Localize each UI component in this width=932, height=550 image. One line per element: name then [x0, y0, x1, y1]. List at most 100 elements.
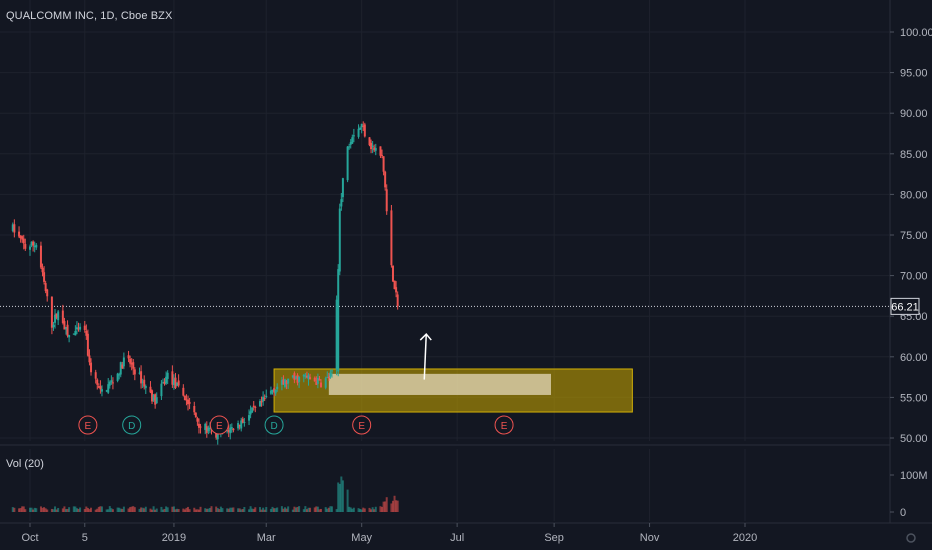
volume-bar: [19, 508, 22, 512]
marker-label: D: [270, 421, 277, 432]
arrow-shaft: [423, 334, 428, 380]
volume-bar: [338, 483, 341, 512]
volume-bar: [46, 509, 49, 512]
arrow-drawing[interactable]: [419, 332, 432, 380]
volume-bar: [177, 509, 180, 512]
candle-body: [30, 241, 33, 246]
inner-zone: [328, 373, 551, 395]
earnings-marker[interactable]: E: [352, 415, 372, 435]
dividend-marker[interactable]: D: [264, 415, 284, 435]
candle-body: [320, 382, 323, 388]
candle-body: [241, 418, 244, 423]
volume-bar: [357, 508, 360, 512]
candle-body: [396, 294, 399, 307]
marker-circle: [264, 415, 284, 435]
dividend-marker[interactable]: D: [122, 415, 142, 435]
candle-body: [172, 379, 175, 386]
candle-body: [229, 427, 232, 434]
earnings-marker[interactable]: E: [78, 415, 98, 435]
volume-bar: [196, 509, 199, 512]
volume-bar: [274, 508, 277, 512]
time-axis[interactable]: Oct 5 2019 Mar May Jul Sep Nov 2020: [0, 522, 932, 544]
candle-body: [282, 379, 285, 385]
candle-body: [171, 371, 174, 385]
candle-body: [287, 378, 290, 384]
candle-body: [108, 381, 111, 386]
volume-bar: [269, 508, 272, 512]
candle-body: [63, 321, 66, 330]
last-price-box: [890, 297, 920, 315]
volume-bar: [24, 509, 27, 512]
earnings-marker[interactable]: E: [494, 415, 514, 435]
volume-bar: [294, 507, 297, 512]
candle-body: [68, 335, 71, 338]
price-axis[interactable]: 100.0095.0090.0085.0080.0075.0070.0065.0…: [889, 0, 932, 523]
candle-body: [144, 385, 147, 389]
price-tick-label: 60.00: [900, 352, 928, 364]
volume-bar: [232, 507, 235, 512]
candle-body: [373, 147, 376, 151]
candle-body: [127, 355, 130, 359]
candle-body: [349, 141, 352, 145]
volume-bar: [61, 508, 64, 512]
drawing-zones[interactable]: [273, 368, 633, 413]
volume-bar: [348, 506, 351, 512]
volume-bar: [197, 509, 200, 512]
volume-bar: [32, 509, 35, 512]
candle-body: [39, 245, 42, 268]
volume-bar: [152, 506, 155, 512]
candle-body: [352, 135, 355, 137]
time-tick-label: Oct: [21, 532, 38, 544]
marker-circle: [209, 415, 229, 435]
volume-bar: [352, 507, 355, 512]
volume-bar: [64, 509, 67, 512]
settings-gear-icon[interactable]: [906, 533, 916, 543]
volume-bar: [240, 509, 243, 512]
candle-body: [263, 398, 266, 400]
marker-label: E: [85, 421, 92, 432]
candle-body: [351, 137, 354, 144]
candle-body: [371, 145, 374, 148]
candle-body: [79, 326, 82, 330]
volume-bar: [298, 506, 301, 512]
volume-bar: [149, 508, 152, 512]
candle-body: [305, 375, 308, 378]
volume-bar: [100, 506, 103, 512]
volume-bar: [349, 507, 352, 512]
volume-bar: [318, 509, 321, 512]
candle-body: [94, 372, 97, 379]
candle-body: [341, 178, 344, 198]
volume-bar: [302, 509, 305, 512]
volume-bar: [21, 506, 24, 512]
candle-body: [24, 244, 27, 249]
candle-body: [391, 265, 394, 282]
time-tick-label: Sep: [544, 532, 564, 544]
candle-body: [174, 377, 177, 389]
candle-body: [395, 287, 398, 293]
candle-body: [132, 362, 135, 369]
volume-bar: [205, 508, 208, 512]
volume-bar: [85, 506, 88, 512]
volume-bar: [44, 508, 47, 512]
candle-body: [154, 394, 157, 405]
volume-bar: [163, 508, 166, 512]
volume-bar: [273, 508, 276, 512]
candle-body: [204, 423, 207, 430]
candle-body: [302, 374, 305, 377]
candle-body: [19, 235, 22, 239]
volume-bar: [293, 506, 296, 512]
volume-bar: [374, 506, 377, 512]
volume-bar: [172, 506, 175, 512]
candle-body: [335, 299, 338, 370]
earnings-marker[interactable]: E: [209, 415, 229, 435]
volume-bar: [79, 507, 82, 512]
candle-body: [362, 125, 365, 127]
volume-bar: [68, 507, 71, 512]
volume-bar: [327, 507, 330, 512]
volume-bar: [141, 507, 144, 512]
volume-bar: [396, 500, 399, 512]
candle-body: [54, 314, 57, 323]
candle-body: [298, 377, 301, 382]
